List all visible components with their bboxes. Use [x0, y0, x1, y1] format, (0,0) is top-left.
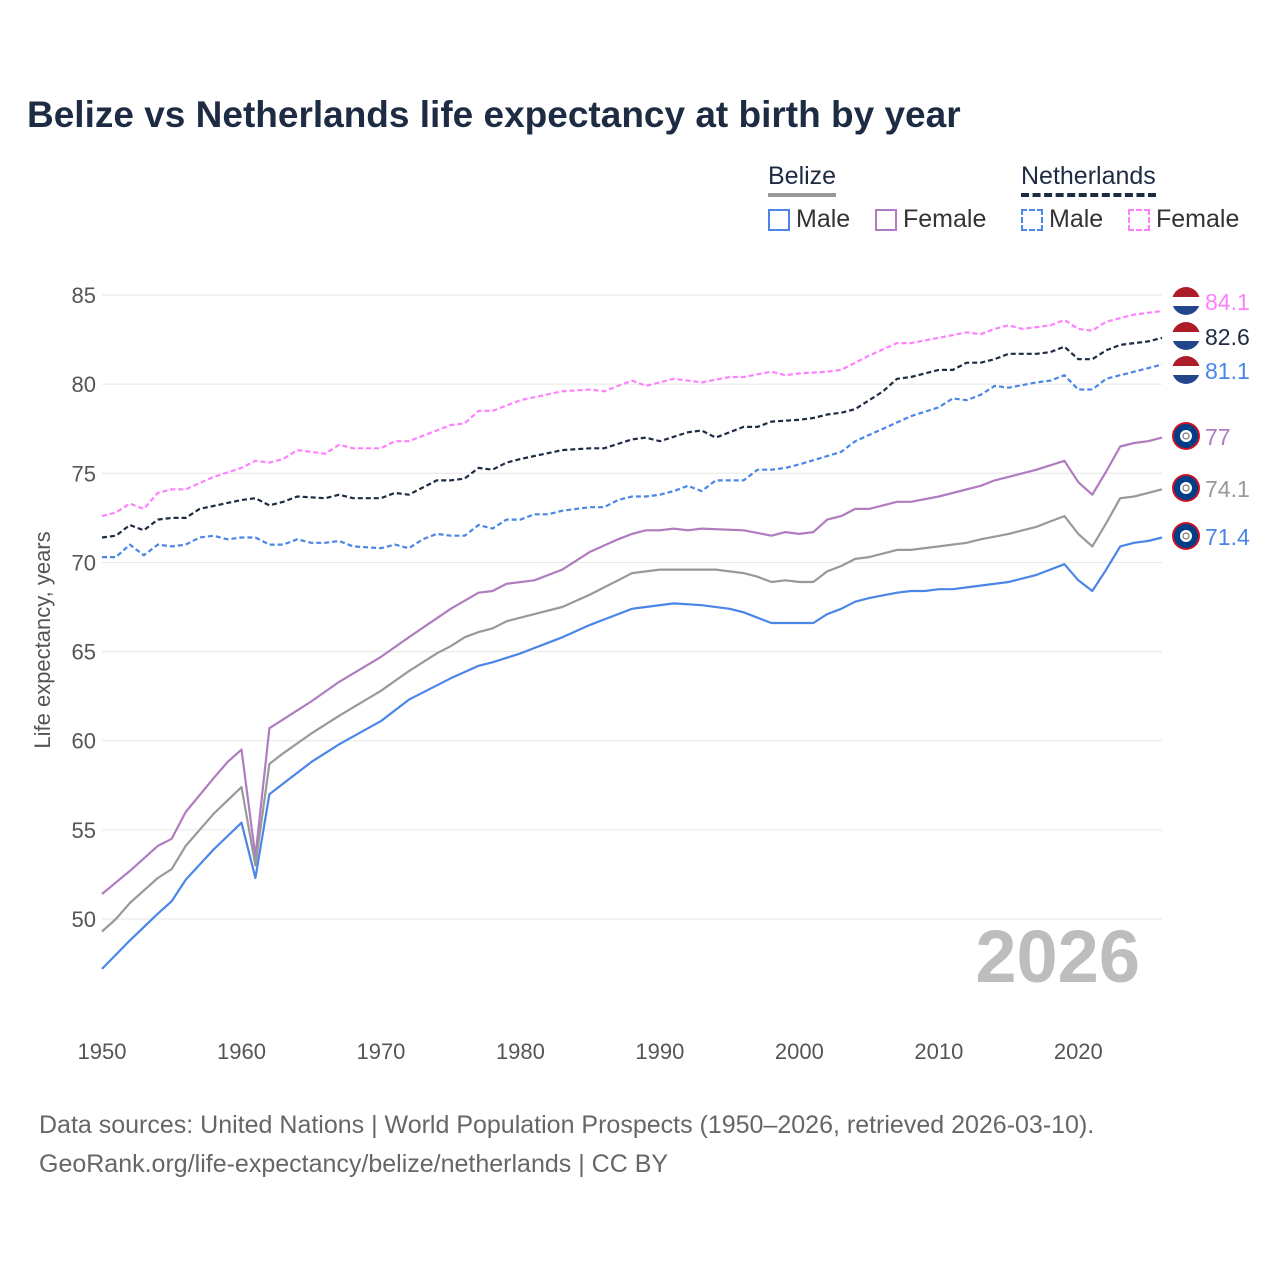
flag-emblem-ring [1182, 532, 1190, 540]
x-tick-label: 1970 [356, 1039, 405, 1064]
y-axis-label: Life expectancy, years [30, 531, 55, 748]
legend-group-netherlands: Netherlands [1021, 162, 1156, 197]
source-line-1: Data sources: United Nations | World Pop… [39, 1111, 1095, 1139]
flag-stripe-white [1172, 297, 1200, 306]
netherlands-flag-icon [1172, 356, 1200, 384]
x-tick-label: 2010 [914, 1039, 963, 1064]
flag-stripes [1172, 287, 1200, 315]
year-watermark: 2026 [975, 915, 1140, 998]
flag-stripe-blue [1172, 341, 1200, 350]
end-value-label-belize-male: 71.4 [1205, 524, 1250, 550]
series-line-netherlands [101, 336, 1163, 539]
end-value-label-netherlands: 82.6 [1205, 324, 1250, 350]
flag-stripe-white [1172, 366, 1200, 375]
y-tick-label: 50 [72, 907, 96, 932]
legend-label: Male [1049, 205, 1104, 233]
legend-belize-male[interactable]: Male [768, 205, 850, 234]
y-tick-label: 75 [72, 461, 96, 486]
legend-label: Female [903, 205, 987, 233]
series-line-netherlands-male [102, 363, 1163, 559]
legend-group-belize: Belize [768, 162, 837, 197]
end-value-label-belize-female: 77 [1205, 424, 1231, 450]
flag-stripe-red [1172, 356, 1200, 366]
netherlands-flag-icon [1172, 322, 1200, 350]
legend-belize-female[interactable]: Female [875, 205, 986, 234]
x-tick-label: 1950 [78, 1039, 127, 1064]
flag-emblem [1180, 530, 1192, 542]
netherlands-flag-icon [1172, 287, 1200, 315]
legend-swatch [768, 208, 790, 231]
legend-swatch [1021, 208, 1043, 231]
legend-netherlands-male[interactable]: Male [1021, 205, 1103, 234]
belize-flag-icon [1172, 522, 1200, 550]
end-value-label-netherlands-female: 84.1 [1205, 289, 1250, 315]
x-tick-label: 2020 [1054, 1039, 1103, 1064]
belize-flag-icon [1172, 422, 1200, 450]
end-value-label-belize: 74.1 [1205, 476, 1250, 502]
y-tick-label: 65 [72, 640, 96, 665]
legend-swatch [875, 208, 897, 231]
belize-flag-icon [1172, 474, 1200, 502]
x-tick-label: 1990 [635, 1039, 684, 1064]
series-line-netherlands-female [101, 309, 1163, 518]
source-note: Data sources: United Nations | World Pop… [39, 1106, 1094, 1184]
flag-emblem [1180, 430, 1192, 442]
legend-swatch [1128, 208, 1150, 231]
y-tick-label: 60 [72, 729, 96, 754]
end-value-label-netherlands-male: 81.1 [1205, 358, 1250, 384]
flag-emblem-ring [1182, 484, 1190, 492]
x-tick-label: 1980 [496, 1039, 545, 1064]
x-tick-label: 1960 [217, 1039, 266, 1064]
flag-stripe-blue [1172, 306, 1200, 315]
plot-area: 50 55 60 65 70 75 80 85 1950 1960 1970 1980 1990 2000… [30, 283, 1250, 1064]
chart-title: Belize vs Netherlands life expectancy at… [27, 94, 961, 135]
flag-stripe-red [1172, 322, 1200, 332]
series-line-belize [101, 488, 1163, 933]
flag-stripe-white [1172, 332, 1200, 341]
y-tick-label: 85 [72, 283, 96, 308]
series-line-belize-male [101, 536, 1163, 970]
x-tick-label: 2000 [775, 1039, 824, 1064]
y-tick-label: 70 [72, 550, 96, 575]
flag-stripes [1172, 356, 1200, 384]
series-line-belize-female [101, 436, 1163, 895]
source-link[interactable]: GeoRank.org/life-expectancy/belize/nethe… [39, 1150, 669, 1178]
legend-netherlands-female[interactable]: Female [1128, 205, 1239, 234]
y-tick-label: 55 [72, 818, 96, 843]
y-tick-label: 80 [72, 372, 96, 397]
flag-emblem [1180, 482, 1192, 494]
flag-stripes [1172, 322, 1200, 350]
legend-label: Male [796, 205, 851, 233]
flag-stripe-red [1172, 287, 1200, 297]
flag-emblem-ring [1182, 432, 1190, 440]
flag-stripe-blue [1172, 375, 1200, 384]
legend-label: Female [1156, 205, 1240, 233]
